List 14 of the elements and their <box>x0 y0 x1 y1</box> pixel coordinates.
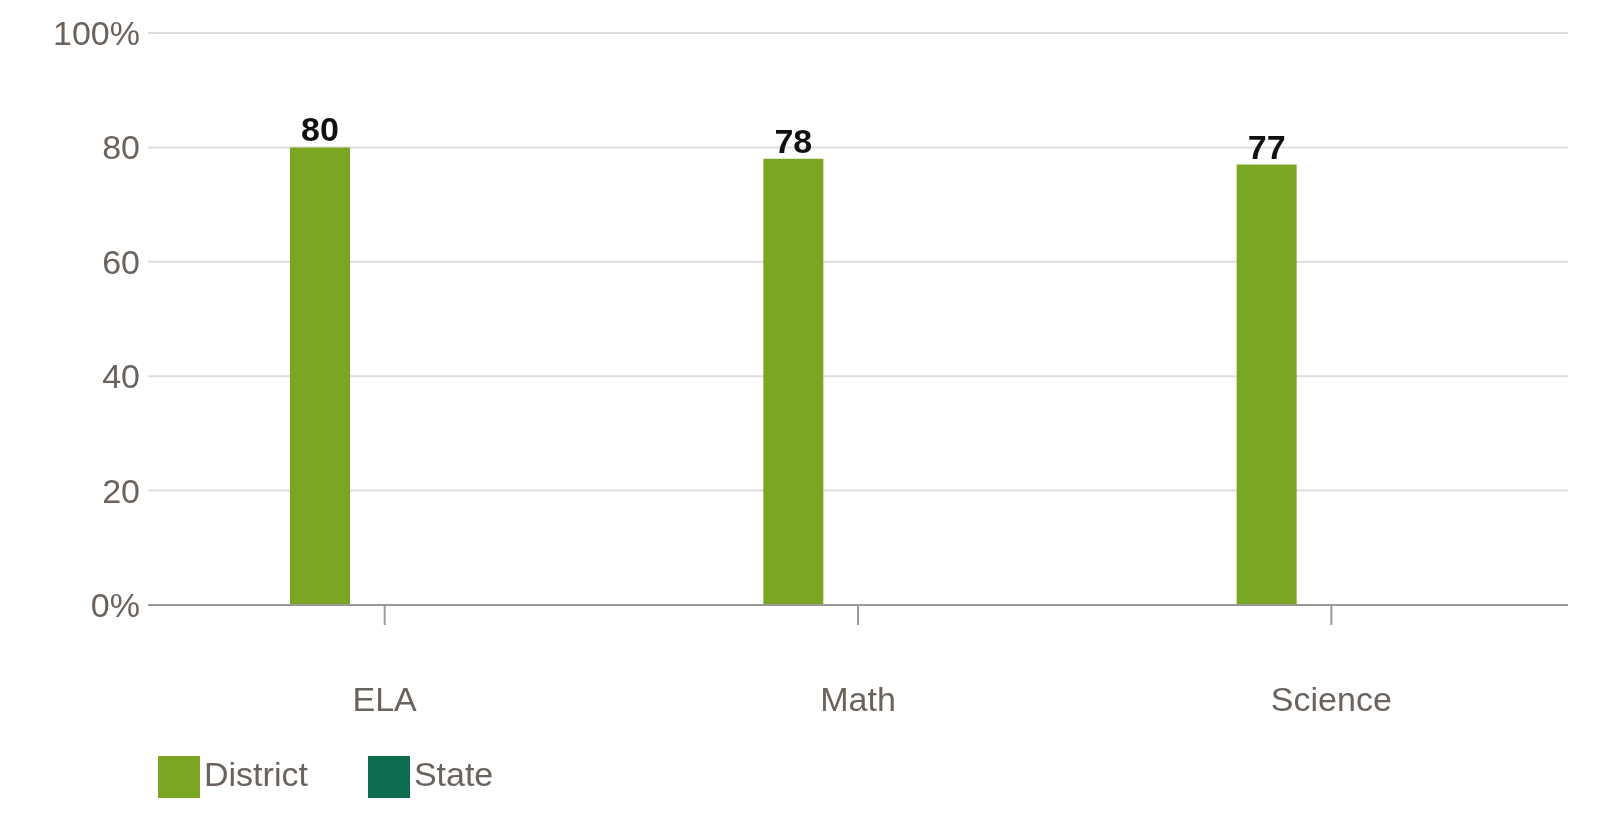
x-tick-label: ELA <box>352 680 418 719</box>
y-tick-label: 100% <box>53 14 140 53</box>
legend-label: District <box>204 754 308 793</box>
y-tick-label: 0% <box>90 586 140 625</box>
y-tick-label: 20 <box>102 471 140 510</box>
y-tick-label: 60 <box>102 242 140 281</box>
data-label: 77 <box>1247 127 1286 166</box>
data-label: 80 <box>301 110 339 149</box>
data-label: 78 <box>774 121 813 160</box>
legend-label: State <box>413 754 494 793</box>
y-tick-label: 80 <box>102 128 140 167</box>
y-tick-label: 40 <box>102 357 140 396</box>
x-tick-label: Science <box>1270 680 1392 719</box>
x-tick-label: Math <box>820 680 896 719</box>
